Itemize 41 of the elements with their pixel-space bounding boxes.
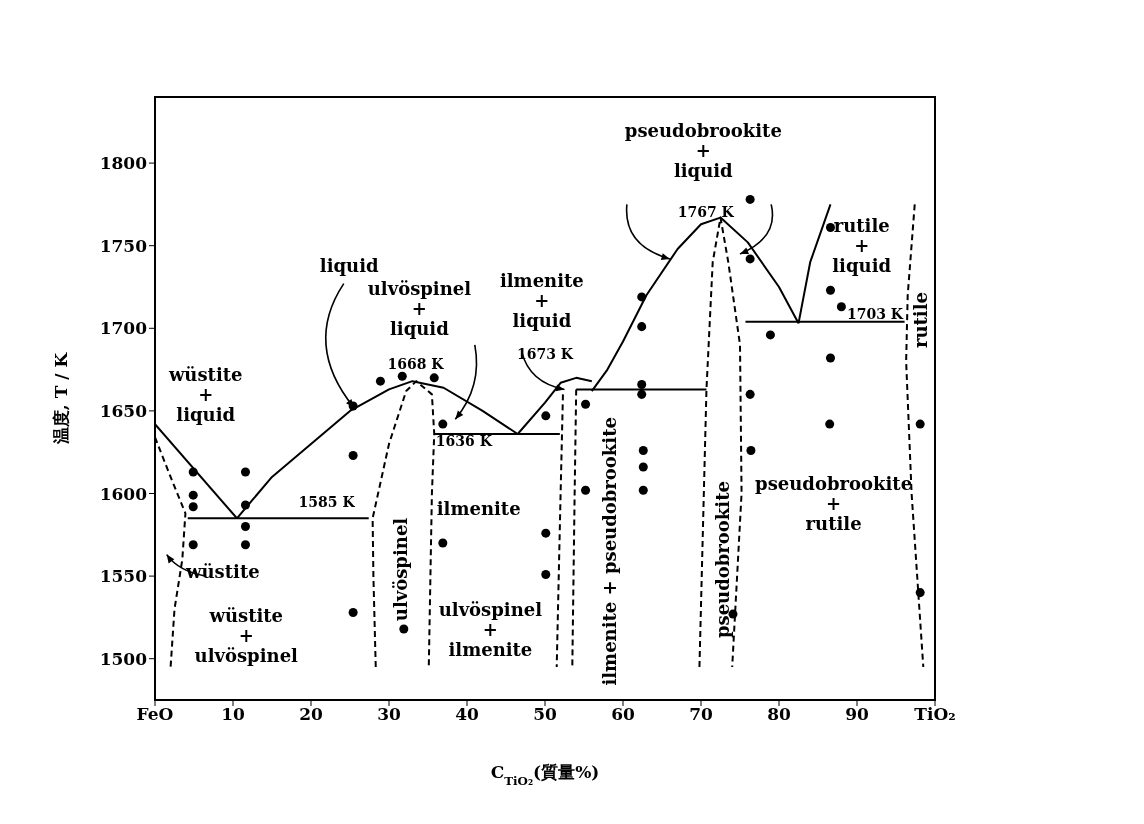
y-tick-label: 1750 (99, 235, 148, 256)
x-tick-label: 30 (377, 704, 401, 725)
x-tick-label: TiO₂ (914, 704, 956, 725)
annotation: ilmenite + pseudobrookite (598, 417, 620, 686)
annotation: pseudobrookite + rutile (755, 473, 913, 535)
y-axis-title: 温度, T / K (51, 351, 71, 446)
annotation: ulvöspinel + ilmenite (438, 598, 543, 660)
x-tick-label: 60 (611, 704, 635, 725)
annotation: rutile + liquid (832, 215, 892, 277)
annotation: pseudobrookite (712, 481, 734, 639)
y-tick-label: 1700 (99, 318, 148, 339)
annotation: pseudobrookite + liquid (624, 119, 782, 181)
x-tick-label: FeO (136, 704, 174, 725)
x-axis-title: C$_{TiO₂}$(質量%) (490, 762, 600, 788)
annotation: rutile (909, 292, 931, 349)
y-tick-label: 1650 (99, 400, 148, 421)
annotation: 1673 K (516, 345, 574, 362)
x-tick-label: 90 (845, 704, 869, 725)
x-tick-label: 10 (221, 704, 245, 725)
annotation: 1636 K (435, 433, 493, 450)
annotation: wüstite (185, 560, 260, 582)
x-tick-label: 80 (767, 704, 791, 725)
annotation: liquid (319, 255, 380, 277)
annotation: ulvöspinel + liquid (367, 278, 472, 340)
x-tick-label: 70 (689, 704, 713, 725)
y-tick-label: 1800 (99, 153, 148, 174)
x-tick-label: 50 (533, 704, 557, 725)
x-tick-label: 40 (455, 704, 479, 725)
annotation: ulvöspinel (390, 517, 412, 622)
annotation: 1585 K (298, 494, 356, 511)
annotation: 1767 K (677, 203, 735, 220)
y-tick-label: 1550 (99, 566, 148, 587)
annotation: ilmenite + liquid (499, 269, 584, 331)
annotation: 1668 K (387, 355, 445, 372)
annotation: ilmenite (436, 498, 521, 520)
annotation: wüstite + liquid (167, 364, 243, 426)
x-tick-label: 20 (299, 704, 323, 725)
annotation: 1703 K (846, 306, 904, 323)
annotation: wüstite + ulvöspinel (194, 605, 299, 667)
y-tick-label: 1600 (99, 483, 148, 504)
y-tick-label: 1500 (99, 648, 148, 669)
